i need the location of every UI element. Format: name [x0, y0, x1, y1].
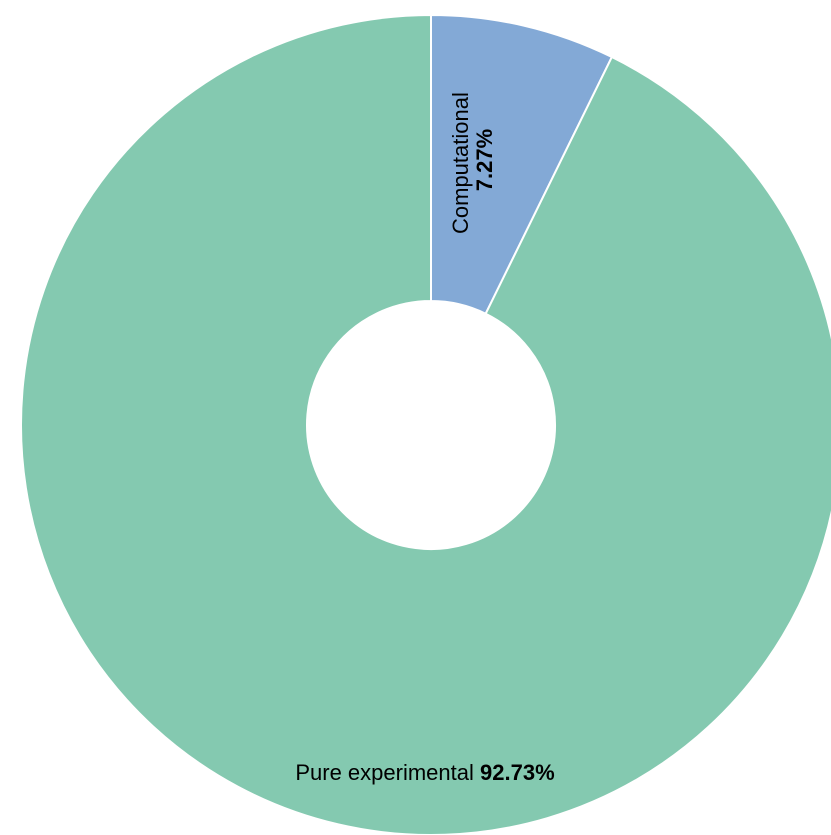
slice-value-pure-experimental: 92.73%: [480, 760, 555, 785]
slice-label-pure-experimental: Pure experimental 92.73%: [295, 760, 554, 785]
labels-layer: Computational 7.27% Pure experimental 92…: [295, 86, 554, 785]
slice-name-computational: Computational: [448, 92, 473, 234]
slice-name-pure-experimental: Pure experimental: [295, 760, 474, 785]
slice-value-computational: 7.27%: [472, 129, 497, 191]
slice-computational: [430, 13, 614, 316]
slice-label-computational: Computational 7.27%: [448, 86, 497, 234]
slice-pure-experimental: [20, 13, 831, 835]
slices-layer: [20, 13, 831, 835]
